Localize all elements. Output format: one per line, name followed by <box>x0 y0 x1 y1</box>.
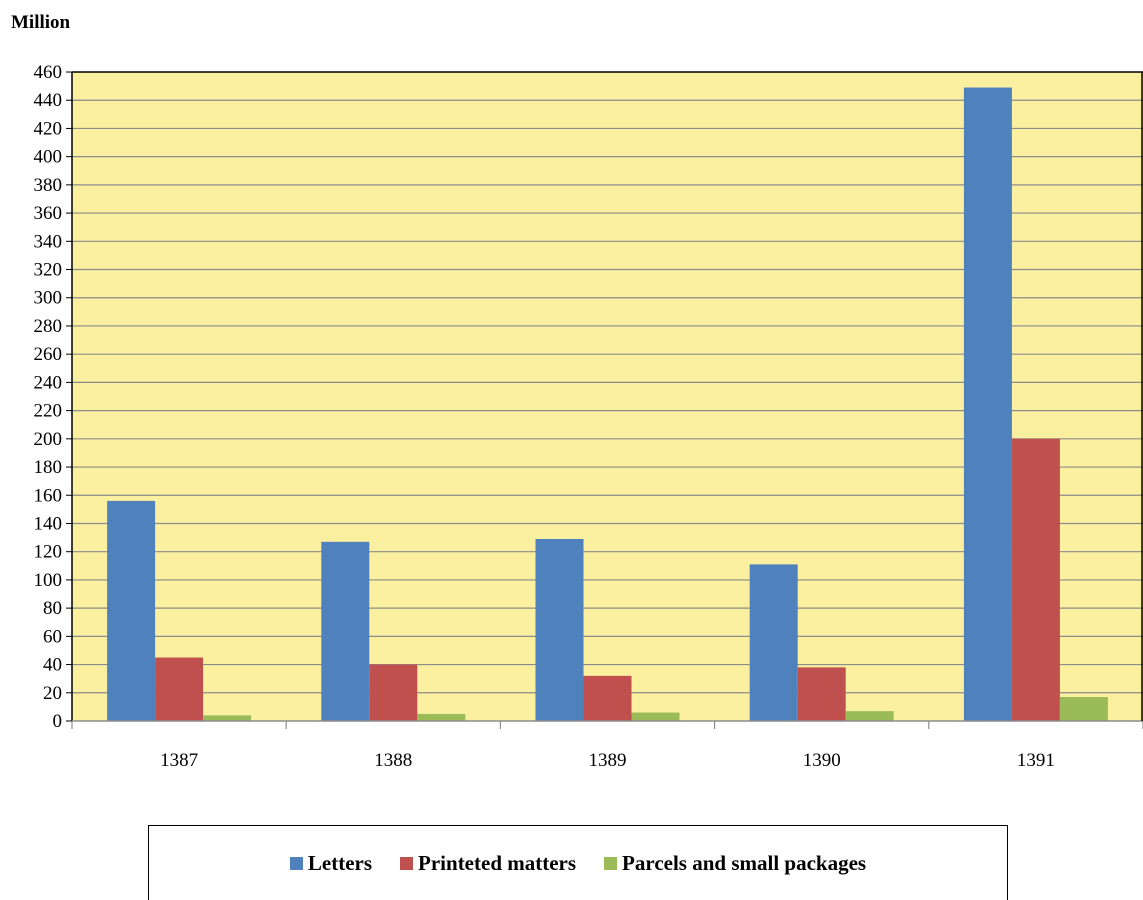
y-tick-label: 220 <box>34 401 63 422</box>
y-tick-label: 280 <box>34 316 63 337</box>
legend-item-printed-matters: Printeted matters <box>400 851 576 876</box>
y-tick-label: 360 <box>34 203 63 224</box>
y-tick-label: 420 <box>34 118 63 139</box>
bar-letters-1391 <box>963 87 1012 722</box>
y-tick-label: 320 <box>34 260 63 281</box>
bar-parcels-and-small-packages-1388 <box>417 713 466 721</box>
y-tick-label: 20 <box>43 683 62 704</box>
y-tick-label: 0 <box>53 711 63 732</box>
x-tick-label: 1391 <box>1017 750 1055 771</box>
bar-parcels-and-small-packages-1391 <box>1059 697 1108 721</box>
legend-swatch-parcels <box>604 856 618 870</box>
y-tick-label: 300 <box>34 288 63 309</box>
y-tick-label: 240 <box>34 372 63 393</box>
legend-label-letters: Letters <box>307 850 373 875</box>
bar-parcels-and-small-packages-1387 <box>203 715 252 721</box>
legend-item-letters: Letters <box>289 850 373 876</box>
legend-swatch-letters <box>289 856 303 870</box>
bar-letters-1389 <box>535 538 584 721</box>
legend-label-parcels: Parcels and small packages <box>622 850 867 875</box>
y-tick-label: 160 <box>34 485 63 506</box>
legend-label-printed-matters: Printeted matters <box>418 850 577 875</box>
y-tick-label: 40 <box>43 655 62 676</box>
y-axis-unit-label: Million <box>11 12 71 33</box>
legend: Letters Printeted matters Parcels and sm… <box>148 825 1008 900</box>
bar-letters-1387 <box>107 500 156 721</box>
y-tick-label: 80 <box>43 598 62 619</box>
y-tick-label: 400 <box>34 147 63 168</box>
y-tick-label: 200 <box>34 429 63 450</box>
y-tick-label: 260 <box>34 344 63 365</box>
y-tick-label: 100 <box>34 570 63 591</box>
bar-chart: 0 20 40 60 80 100 120 140 160 180 200 220 240 260 280 3… <box>34 62 1143 771</box>
bar-letters-1390 <box>749 564 798 721</box>
x-tick-label: 1390 <box>803 750 841 771</box>
y-tick-label: 60 <box>43 626 62 647</box>
bar-parcels-and-small-packages-1389 <box>631 712 680 721</box>
bar-parcels-and-small-packages-1390 <box>845 711 894 721</box>
y-tick-label: 440 <box>34 90 63 111</box>
x-tick-label: 1388 <box>374 750 412 771</box>
y-tick-label: 180 <box>34 457 63 478</box>
bar-printeted-matters-1391 <box>1011 438 1060 721</box>
bar-printeted-matters-1390 <box>797 667 846 721</box>
bar-letters-1388 <box>321 541 370 721</box>
bar-printeted-matters-1389 <box>583 675 632 721</box>
bar-printeted-matters-1388 <box>369 664 418 721</box>
y-tick-label: 120 <box>34 542 63 563</box>
y-tick-label: 460 <box>34 62 63 83</box>
legend-swatch-printed-matters <box>400 856 414 870</box>
legend-item-parcels: Parcels and small packages <box>604 851 866 876</box>
x-tick-label: 1389 <box>589 750 627 771</box>
bar-printeted-matters-1387 <box>155 657 204 721</box>
y-tick-label: 380 <box>34 175 63 196</box>
y-tick-label: 340 <box>34 231 63 252</box>
x-tick-label: 1387 <box>160 750 198 771</box>
y-tick-label: 140 <box>34 513 63 534</box>
